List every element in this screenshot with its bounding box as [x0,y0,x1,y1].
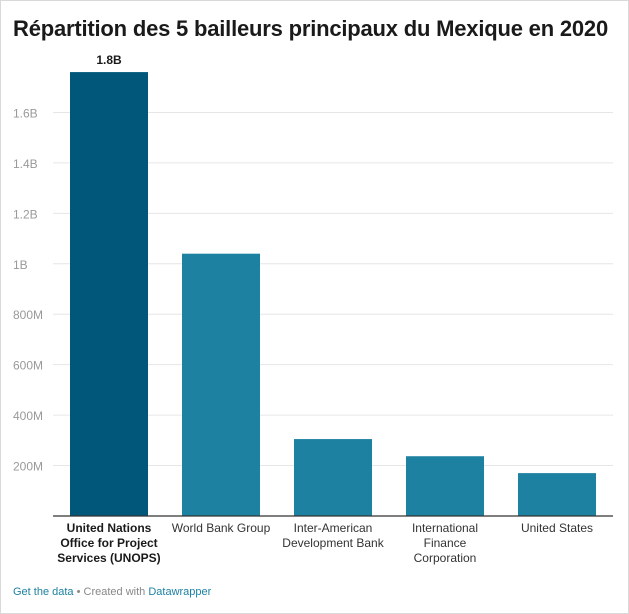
x-tick-label: Development Bank [282,536,384,550]
y-tick-label: 1B [13,258,28,272]
y-tick-label: 1.4B [13,157,38,171]
x-tick-label: Inter-American [294,521,373,535]
x-tick-label: International [412,521,478,535]
bar-chart: 200M 400M 600M 800M 1B 1.2B 1.4B 1.6B 1.8B United… [13,53,613,565]
bar [70,72,148,516]
x-tick-label: United States [521,521,593,535]
x-tick-label: Office for Project [60,536,157,550]
get-data-link[interactable]: Get the data [13,586,74,598]
bar [518,473,596,516]
bar [182,253,260,516]
y-tick-label: 400M [13,409,43,423]
x-tick-label: Finance [424,536,467,550]
bar [406,456,484,516]
y-tick-label: 200M [13,460,43,474]
footer-separator: • Created with [73,586,149,598]
x-tick-label: World Bank Group [172,521,271,535]
x-tick-label: Services (UNOPS) [57,551,160,565]
y-tick-label: 600M [13,359,43,373]
x-tick-label: Corporation [414,551,477,565]
datawrapper-link[interactable]: Datawrapper [148,586,212,598]
footer: Get the data • Created with Datawrapper [13,586,211,598]
x-tick-label: United Nations [67,521,152,535]
data-label: 1.8B [96,53,122,67]
chart-title: Répartition des 5 bailleurs principaux d… [13,16,608,41]
bar [294,439,372,516]
y-tick-label: 1.2B [13,207,38,221]
y-tick-label: 800M [13,308,43,322]
y-tick-label: 1.6B [13,106,38,120]
